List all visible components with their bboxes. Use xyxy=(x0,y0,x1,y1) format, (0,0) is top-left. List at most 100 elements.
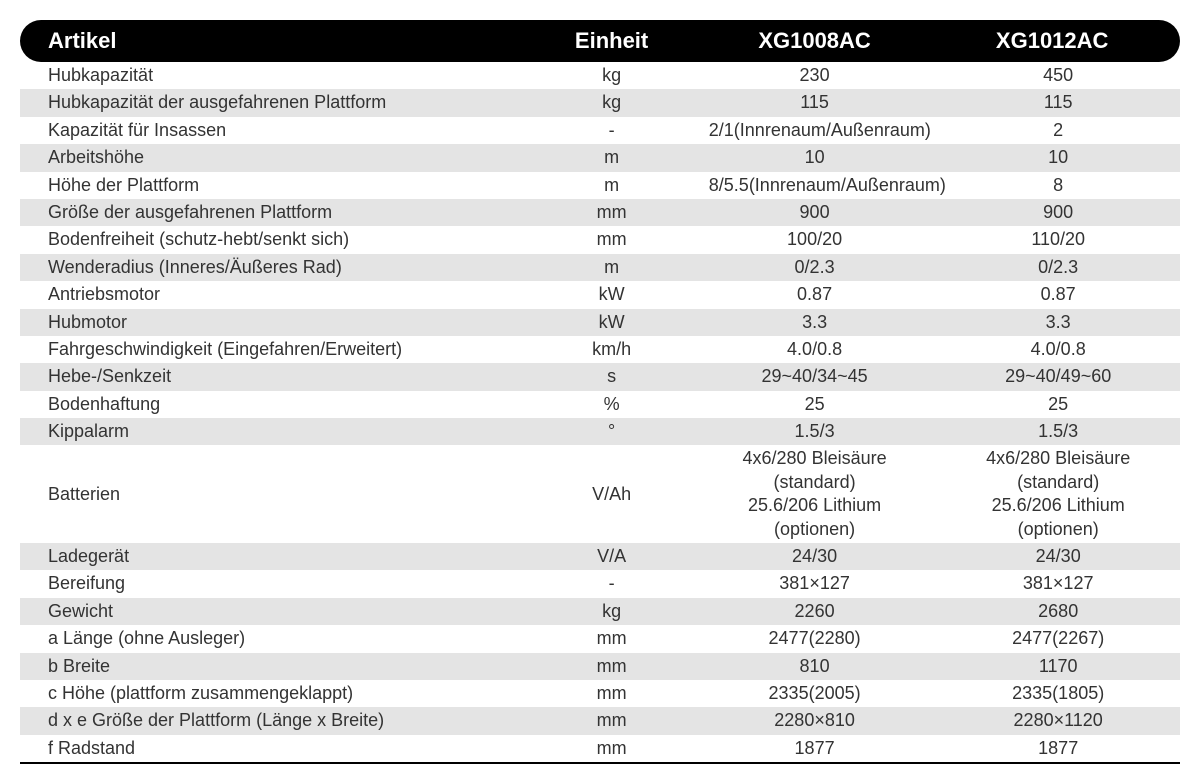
cell-model1: 100/20 xyxy=(693,226,937,253)
cell-unit: kW xyxy=(530,309,692,336)
cell-model1: 29~40/34~45 xyxy=(693,363,937,390)
cell-model2: 1170 xyxy=(936,653,1180,680)
table-row: AntriebsmotorkW0.870.87 xyxy=(20,281,1180,308)
cell-model2: 450 xyxy=(936,62,1180,89)
cell-model2: 1.5/3 xyxy=(936,418,1180,445)
cell-article: Bodenfreiheit (schutz-hebt/senkt sich) xyxy=(20,226,530,253)
table-row: HubmotorkW3.33.3 xyxy=(20,309,1180,336)
cell-article: Ladegerät xyxy=(20,543,530,570)
cell-article: Höhe der Plattform xyxy=(20,172,530,199)
cell-unit: - xyxy=(530,117,692,144)
table-row: f Radstandmm18771877 xyxy=(20,735,1180,763)
cell-unit: kg xyxy=(530,89,692,116)
cell-model1: 24/30 xyxy=(693,543,937,570)
cell-unit: km/h xyxy=(530,336,692,363)
cell-model1: 4x6/280 Bleisäure (standard) 25.6/206 Li… xyxy=(693,445,937,543)
cell-article: c Höhe (plattform zusammengeklappt) xyxy=(20,680,530,707)
cell-unit: mm xyxy=(530,199,692,226)
cell-unit: s xyxy=(530,363,692,390)
cell-model1: 2/1(Innrenaum/Außenraum) xyxy=(693,117,937,144)
header-model2: XG1012AC xyxy=(936,20,1180,62)
cell-model1: 1.5/3 xyxy=(693,418,937,445)
header-unit: Einheit xyxy=(530,20,692,62)
cell-model2: 115 xyxy=(936,89,1180,116)
cell-article: Kippalarm xyxy=(20,418,530,445)
table-row: c Höhe (plattform zusammengeklappt)mm 233… xyxy=(20,680,1180,707)
cell-article: d x e Größe der Plattform (Länge x Breit… xyxy=(20,707,530,734)
cell-unit: mm xyxy=(530,653,692,680)
cell-article: Arbeitshöhe xyxy=(20,144,530,171)
table-row: Wenderadius (Inneres/Äußeres Rad)m0/2.30… xyxy=(20,254,1180,281)
cell-model2: 1877 xyxy=(936,735,1180,763)
cell-model1: 0/2.3 xyxy=(693,254,937,281)
table-row: Höhe der Plattformm8/5.5(Innrenaum/Außen… xyxy=(20,172,1180,199)
cell-article: Fahrgeschwindigkeit (Eingefahren/Erweite… xyxy=(20,336,530,363)
table-row: Fahrgeschwindigkeit (Eingefahren/Erweite… xyxy=(20,336,1180,363)
table-row: Bodenhaftung%2525 xyxy=(20,391,1180,418)
cell-unit: V/Ah xyxy=(530,445,692,543)
cell-unit: mm xyxy=(530,735,692,763)
cell-unit: mm xyxy=(530,680,692,707)
cell-unit: % xyxy=(530,391,692,418)
cell-unit: kW xyxy=(530,281,692,308)
cell-model1: 8/5.5(Innrenaum/Außenraum) xyxy=(693,172,937,199)
cell-model1: 900 xyxy=(693,199,937,226)
cell-article: Bodenhaftung xyxy=(20,391,530,418)
cell-model2: 10 xyxy=(936,144,1180,171)
cell-article: a Länge (ohne Ausleger) xyxy=(20,625,530,652)
cell-article: Hubkapazität der ausgefahrenen Plattform xyxy=(20,89,530,116)
cell-model2: 2335(1805) xyxy=(936,680,1180,707)
cell-model1: 25 xyxy=(693,391,937,418)
cell-model1: 3.3 xyxy=(693,309,937,336)
cell-model1: 115 xyxy=(693,89,937,116)
cell-unit: ° xyxy=(530,418,692,445)
table-body: Hubkapazitätkg230450Hubkapazität der aus… xyxy=(20,62,1180,763)
cell-model2: 2280×1120 xyxy=(936,707,1180,734)
table-row: BatterienV/Ah4x6/280 Bleisäure (standard… xyxy=(20,445,1180,543)
cell-model2: 4x6/280 Bleisäure (standard) 25.6/206 Li… xyxy=(936,445,1180,543)
cell-model2: 110/20 xyxy=(936,226,1180,253)
table-row: b Breitemm8101170 xyxy=(20,653,1180,680)
cell-model1: 2280×810 xyxy=(693,707,937,734)
table-row: Hubkapazität der ausgefahrenen Plattform… xyxy=(20,89,1180,116)
cell-unit: kg xyxy=(530,62,692,89)
cell-unit: mm xyxy=(530,707,692,734)
cell-model1: 10 xyxy=(693,144,937,171)
cell-model1: 810 xyxy=(693,653,937,680)
header-article: Artikel xyxy=(20,20,530,62)
cell-model2: 2 xyxy=(936,117,1180,144)
table-row: Bodenfreiheit (schutz-hebt/senkt sich)mm… xyxy=(20,226,1180,253)
table-row: Bereifung-381×127381×127 xyxy=(20,570,1180,597)
cell-article: Kapazität für Insassen xyxy=(20,117,530,144)
cell-article: Gewicht xyxy=(20,598,530,625)
cell-unit: m xyxy=(530,144,692,171)
cell-unit: mm xyxy=(530,226,692,253)
cell-model2: 900 xyxy=(936,199,1180,226)
table-row: Hebe-/Senkzeits29~40/34~4529~40/49~60 xyxy=(20,363,1180,390)
cell-model2: 8 xyxy=(936,172,1180,199)
cell-model1: 2477(2280) xyxy=(693,625,937,652)
cell-article: Hubkapazität xyxy=(20,62,530,89)
cell-model2: 24/30 xyxy=(936,543,1180,570)
cell-article: Antriebsmotor xyxy=(20,281,530,308)
cell-model2: 3.3 xyxy=(936,309,1180,336)
cell-model2: 25 xyxy=(936,391,1180,418)
cell-article: Größe der ausgefahrenen Plattform xyxy=(20,199,530,226)
table-header-row: Artikel Einheit XG1008AC XG1012AC xyxy=(20,20,1180,62)
cell-model1: 2260 xyxy=(693,598,937,625)
table-row: LadegerätV/A24/3024/30 xyxy=(20,543,1180,570)
cell-article: Hubmotor xyxy=(20,309,530,336)
cell-model2: 2477(2267) xyxy=(936,625,1180,652)
cell-model2: 2680 xyxy=(936,598,1180,625)
table-row: Hubkapazitätkg230450 xyxy=(20,62,1180,89)
cell-article: Wenderadius (Inneres/Äußeres Rad) xyxy=(20,254,530,281)
cell-article: Bereifung xyxy=(20,570,530,597)
cell-model2: 29~40/49~60 xyxy=(936,363,1180,390)
cell-unit: kg xyxy=(530,598,692,625)
cell-model1: 4.0/0.8 xyxy=(693,336,937,363)
cell-model1: 0.87 xyxy=(693,281,937,308)
cell-model2: 4.0/0.8 xyxy=(936,336,1180,363)
table-row: d x e Größe der Plattform (Länge x Breit… xyxy=(20,707,1180,734)
cell-unit: - xyxy=(530,570,692,597)
table-row: Größe der ausgefahrenen Plattformmm90090… xyxy=(20,199,1180,226)
